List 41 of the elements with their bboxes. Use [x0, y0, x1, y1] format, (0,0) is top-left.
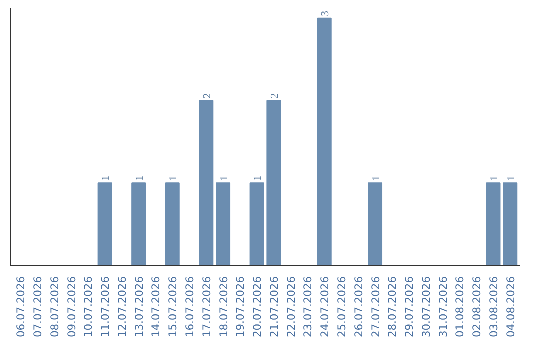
- data-label: 1: [253, 176, 264, 182]
- data-label: 1: [506, 176, 518, 182]
- data-label: 2: [270, 93, 281, 99]
- x-tick-label: 03.08.2026: [487, 276, 500, 338]
- data-label: 1: [168, 176, 180, 182]
- x-tick-label: 11.07.2026: [99, 276, 112, 338]
- x-tick-label: 04.08.2026: [504, 276, 518, 338]
- data-label: 1: [371, 176, 382, 182]
- x-tick-label: 17.07.2026: [200, 276, 214, 338]
- x-tick-label: 10.07.2026: [82, 276, 96, 338]
- x-tick-label: 01.08.2026: [454, 276, 467, 338]
- data-label: 3: [320, 11, 332, 16]
- data-label: 1: [219, 176, 230, 182]
- x-tick-label: 19.07.2026: [234, 276, 248, 338]
- x-tick-label: 28.07.2026: [386, 276, 400, 338]
- x-tick-label: 13.07.2026: [132, 276, 146, 338]
- x-tick-label: 23.07.2026: [302, 276, 315, 338]
- data-label: 2: [202, 93, 214, 99]
- x-tick-label: 18.07.2026: [217, 276, 230, 338]
- x-tick-label: 06.07.2026: [14, 276, 28, 338]
- x-tick-label: 26.07.2026: [352, 276, 366, 338]
- x-tick-label: 22.07.2026: [284, 276, 298, 338]
- x-tick-label: 21.07.2026: [268, 276, 281, 338]
- x-tick-label: 15.07.2026: [166, 276, 180, 338]
- data-label: 1: [489, 176, 500, 182]
- x-tick-label: 08.07.2026: [48, 276, 62, 338]
- x-tick-label: 09.07.2026: [65, 276, 78, 338]
- data-label: 1: [134, 176, 146, 182]
- x-tick-label: 14.07.2026: [150, 276, 163, 338]
- x-tick-label: 29.07.2026: [403, 276, 416, 338]
- x-tick-label: 27.07.2026: [369, 276, 382, 338]
- x-tick-label: 31.07.2026: [436, 276, 450, 338]
- x-tick-label: 24.07.2026: [318, 276, 332, 338]
- x-tick-label: 12.07.2026: [116, 276, 129, 338]
- x-tick-label: 25.07.2026: [335, 276, 348, 338]
- x-tick-label: 30.07.2026: [420, 276, 433, 338]
- x-tick-label: 20.07.2026: [251, 276, 264, 338]
- x-tick-label: 16.07.2026: [184, 276, 197, 338]
- data-label: 1: [101, 176, 112, 182]
- x-tick-label: 07.07.2026: [32, 276, 45, 338]
- x-tick-label: 02.08.2026: [470, 276, 484, 338]
